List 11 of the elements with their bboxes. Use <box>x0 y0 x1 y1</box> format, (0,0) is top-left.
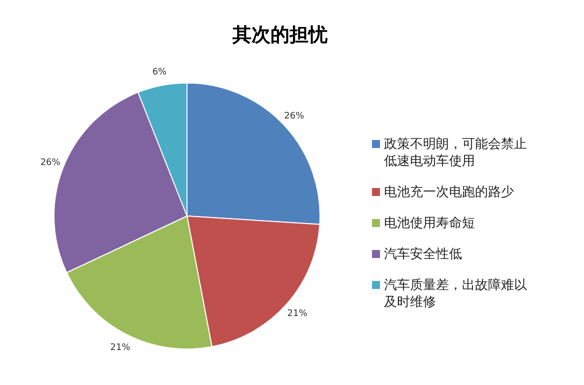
data-label: 26% <box>284 111 305 122</box>
legend-label: 汽车质量差，出故障难以及时维修 <box>384 277 528 311</box>
data-label: 21% <box>110 342 131 353</box>
legend-label: 政策不明朗，可能会禁止低速电动车使用 <box>384 136 528 170</box>
legend-label: 电池充一次电跑的路少 <box>384 184 514 201</box>
chart-title: 其次的担忧 <box>232 23 328 48</box>
data-label: 26% <box>40 158 61 168</box>
data-label: 21% <box>287 309 308 320</box>
legend-label: 电池使用寿命短 <box>384 215 475 232</box>
legend-label: 汽车安全性低 <box>384 246 462 263</box>
data-label: 6% <box>152 68 168 78</box>
